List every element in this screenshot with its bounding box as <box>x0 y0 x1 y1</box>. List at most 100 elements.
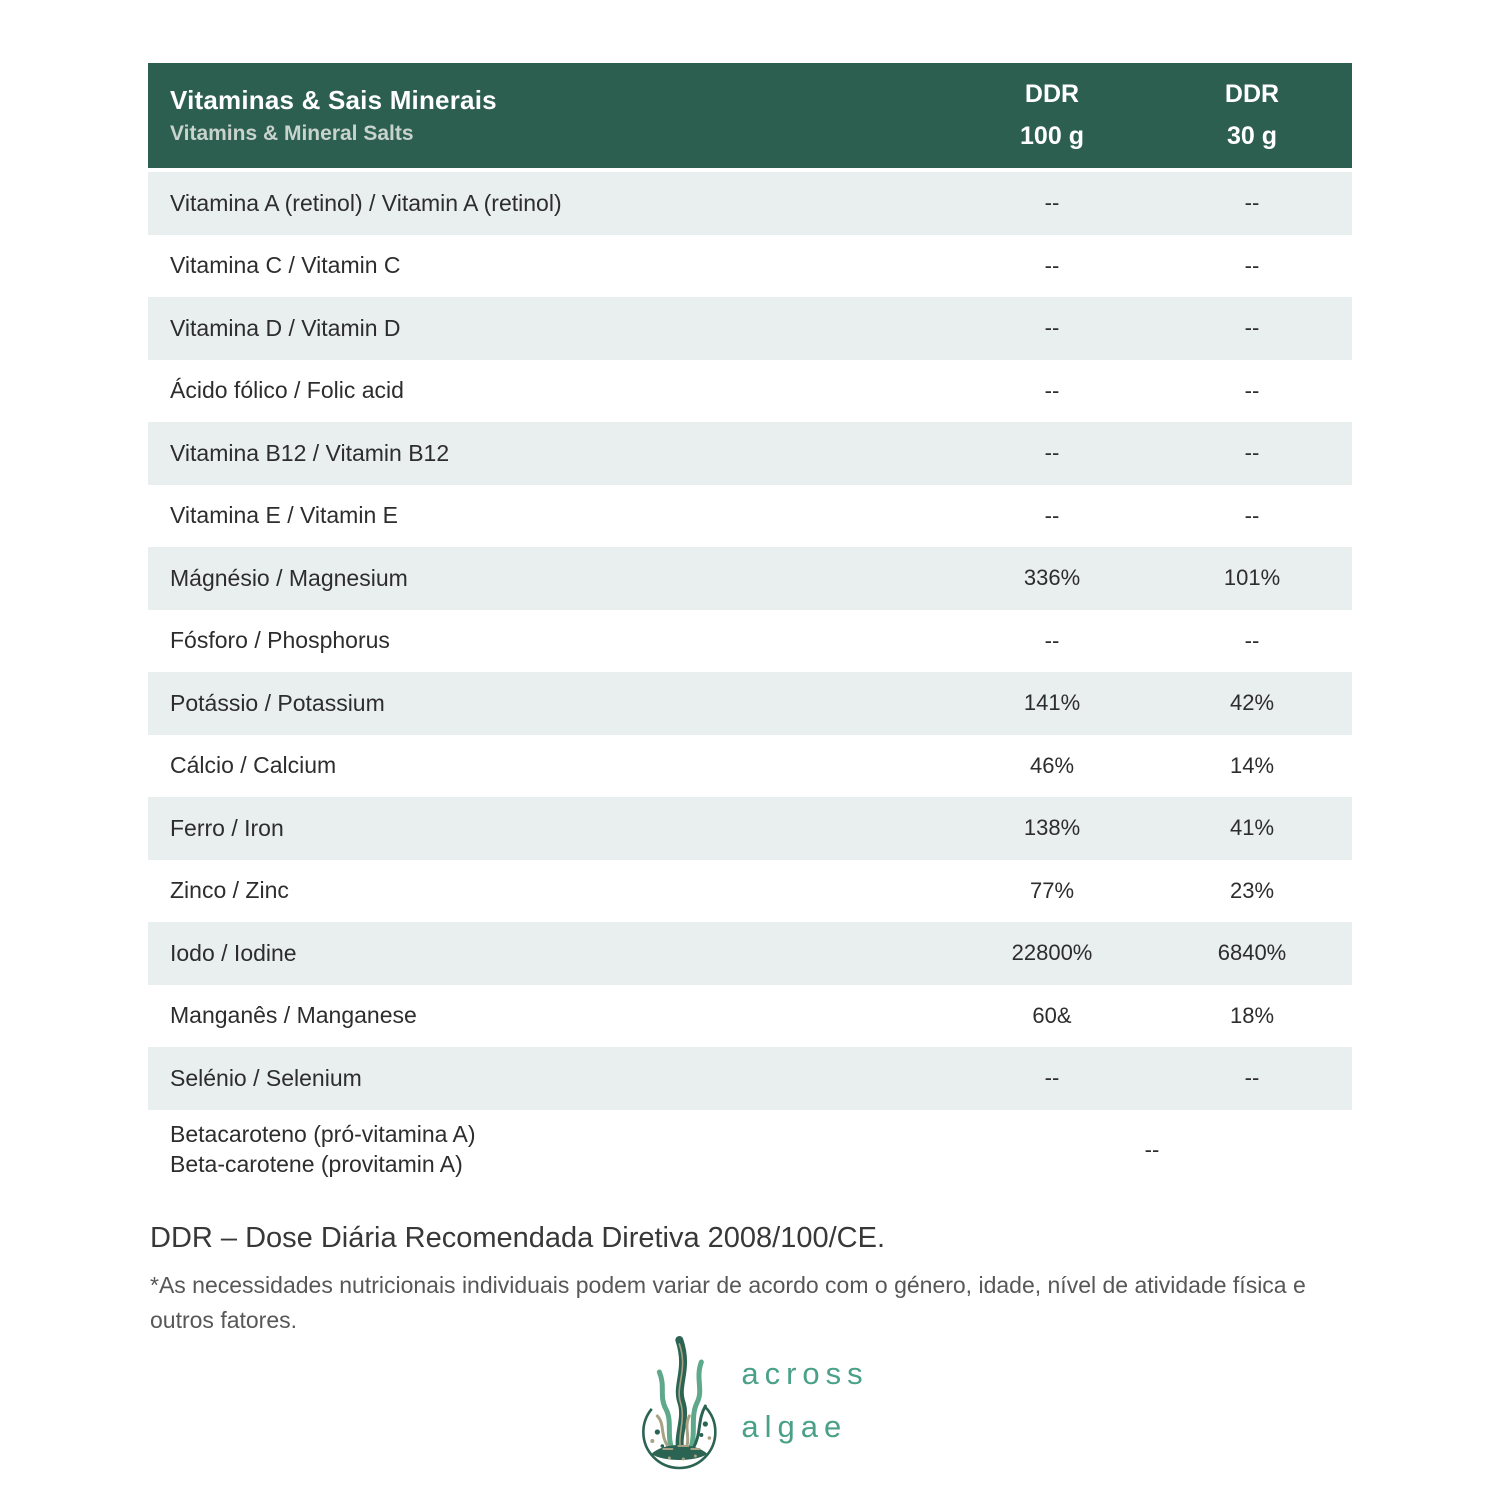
ddr-30g-value: 18% <box>1229 1002 1275 1028</box>
ddr-30g-value: 101% <box>1223 565 1281 591</box>
row-values: 22800% 6840% <box>952 940 1352 966</box>
table-row: Iodo / Iodine 22800% 6840% <box>148 922 1352 985</box>
ddr-100g-value: -- <box>1044 315 1060 341</box>
nutritional-disclaimer: *As necessidades nutricionais individuai… <box>150 1272 1306 1333</box>
ddr-100g-value: -- <box>1044 502 1060 528</box>
ddr-30g-header-line1: DDR <box>1224 80 1280 109</box>
table-row: Selénio / Selenium -- -- <box>148 1047 1352 1110</box>
ddr-30g-value: -- <box>1244 315 1260 341</box>
row-values: -- <box>952 1137 1352 1163</box>
ddr-100g-value: -- <box>1044 1065 1060 1091</box>
table-row: Zinco / Zinc 77% 23% <box>148 859 1352 922</box>
ddr-100g-value: -- <box>1044 627 1060 653</box>
row-label: Fósforo / Phosphorus <box>170 627 390 654</box>
row-values: -- -- <box>952 315 1352 341</box>
ddr-100g-column-header: DDR 100 g <box>952 74 1152 157</box>
combined-value: -- <box>1144 1136 1160 1162</box>
table-row: Ferro / Iron 138% 41% <box>148 797 1352 860</box>
ddr-100g-value: -- <box>1044 440 1060 466</box>
row-values: -- -- <box>952 1065 1352 1091</box>
row-label: Manganês / Manganese <box>170 1002 417 1029</box>
ddr-100g-value: 336% <box>1023 565 1081 591</box>
row-values: -- -- <box>952 253 1352 279</box>
ddr-100g-header-line2: 100 g <box>1020 121 1084 150</box>
ddr-100g-value: 46% <box>1029 752 1075 778</box>
row-label: Zinco / Zinc <box>170 877 289 904</box>
row-label: Mágnésio / Magnesium <box>170 564 408 591</box>
ddr-30g-value: -- <box>1244 1065 1260 1091</box>
row-values: 46% 14% <box>952 753 1352 779</box>
ddr-100g-value: 141% <box>1023 690 1081 716</box>
row-label: Vitamina C / Vitamin C <box>170 252 401 279</box>
table-row: Mágnésio / Magnesium 336% 101% <box>148 547 1352 610</box>
row-label: Vitamina D / Vitamin D <box>170 314 401 341</box>
table-row: Cálcio / Calcium 46% 14% <box>148 734 1352 797</box>
table-row: Vitamina E / Vitamin E -- -- <box>148 484 1352 547</box>
footer: DDR – Dose Diária Recomendada Diretiva 2… <box>150 1222 1350 1337</box>
row-label: Cálcio / Calcium <box>170 752 337 779</box>
row-values: 138% 41% <box>952 815 1352 841</box>
row-values: -- -- <box>952 378 1352 404</box>
row-values: -- -- <box>952 190 1352 216</box>
brand-logo: across algae <box>631 1328 868 1476</box>
row-values: -- -- <box>952 503 1352 529</box>
ddr-30g-value: 14% <box>1229 752 1275 778</box>
table-row: Vitamina C / Vitamin C -- -- <box>148 234 1352 297</box>
ddr-30g-value: -- <box>1244 502 1260 528</box>
ddr-30g-value: -- <box>1244 440 1260 466</box>
ddr-100g-value: 60& <box>1032 1002 1072 1028</box>
row-label: Vitamina E / Vitamin E <box>170 502 398 529</box>
ddr-30g-value: 23% <box>1229 877 1275 903</box>
row-label: Ácido fólico / Folic acid <box>170 377 404 404</box>
ddr-30g-column-header: DDR 30 g <box>1152 74 1352 157</box>
ddr-100g-value: -- <box>1044 190 1060 216</box>
table-header: Vitaminas & Sais Minerais Vitamins & Min… <box>148 63 1352 168</box>
ddr-30g-value: -- <box>1244 377 1260 403</box>
row-values: -- -- <box>952 440 1352 466</box>
table-row: Manganês / Manganese 60& 18% <box>148 984 1352 1047</box>
table-row: Potássio / Potassium 141% 42% <box>148 672 1352 735</box>
table-body: Vitamina A (retinol) / Vitamin A (retino… <box>148 172 1352 1190</box>
row-label: Betacaroteno (pró-vitamina A) Beta-carote… <box>170 1121 476 1177</box>
ddr-30g-value: 41% <box>1229 815 1275 841</box>
ddr-30g-value: 6840% <box>1217 940 1287 966</box>
ddr-30g-header-line2: 30 g <box>1226 121 1278 150</box>
row-values: 141% 42% <box>952 690 1352 716</box>
ddr-100g-header-line1: DDR <box>1024 80 1080 109</box>
row-label: Selénio / Selenium <box>170 1064 362 1091</box>
row-values: 77% 23% <box>952 878 1352 904</box>
table-title: Vitaminas & Sais Minerais <box>170 85 497 115</box>
row-label: Vitamina A (retinol) / Vitamin A (retino… <box>170 189 562 216</box>
table-row: Betacaroteno (pró-vitamina A) Beta-carote… <box>148 1109 1352 1190</box>
table-row: Fósforo / Phosphorus -- -- <box>148 609 1352 672</box>
table-subtitle: Vitamins & Mineral Salts <box>170 122 414 145</box>
ddr-30g-value: -- <box>1244 252 1260 278</box>
row-values: -- -- <box>952 628 1352 654</box>
table-row: Vitamina B12 / Vitamin B12 -- -- <box>148 422 1352 485</box>
table-row: Ácido fólico / Folic acid -- -- <box>148 359 1352 422</box>
ddr-100g-value: 77% <box>1029 877 1075 903</box>
row-label: Ferro / Iron <box>170 814 284 841</box>
row-label: Vitamina B12 / Vitamin B12 <box>170 439 450 466</box>
nutrition-table: Vitaminas & Sais Minerais Vitamins & Min… <box>148 63 1352 1190</box>
brand-name-line1: across <box>741 1356 869 1391</box>
ddr-100g-value: 22800% <box>1011 940 1093 966</box>
row-label: Iodo / Iodine <box>170 939 297 966</box>
table-row: Vitamina A (retinol) / Vitamin A (retino… <box>148 172 1352 235</box>
ddr-30g-value: -- <box>1244 627 1260 653</box>
ddr-30g-value: -- <box>1244 190 1260 216</box>
row-values: 336% 101% <box>952 565 1352 591</box>
ddr-100g-value: 138% <box>1023 815 1081 841</box>
algae-icon <box>642 1336 717 1470</box>
brand-name: across algae <box>741 1356 868 1445</box>
ddr-definition: DDR – Dose Diária Recomendada Diretiva 2… <box>150 1222 886 1254</box>
ddr-100g-value: -- <box>1044 377 1060 403</box>
brand-name-line2: algae <box>741 1409 848 1444</box>
ddr-30g-value: 42% <box>1229 690 1275 716</box>
row-values: 60& 18% <box>952 1003 1352 1029</box>
ddr-100g-value: -- <box>1044 252 1060 278</box>
table-row: Vitamina D / Vitamin D -- -- <box>148 297 1352 360</box>
table-header-titles: Vitaminas & Sais Minerais Vitamins & Min… <box>148 85 952 146</box>
row-label: Potássio / Potassium <box>170 689 385 716</box>
